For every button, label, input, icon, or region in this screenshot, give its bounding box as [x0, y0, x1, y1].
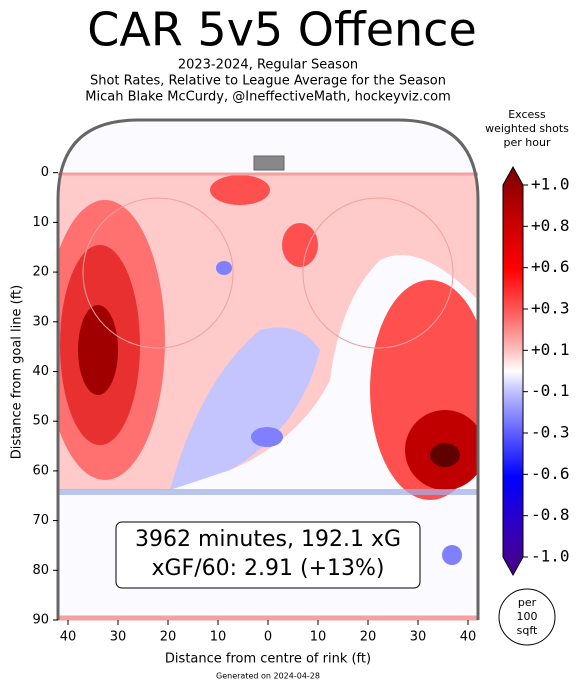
colorbar — [502, 165, 524, 577]
colorbar-tick-label: -0.8 — [531, 505, 570, 524]
annotation: xGF/60: 2.91 (+13%) — [151, 556, 384, 581]
faceoff-circle — [82, 197, 234, 349]
y-tick-label: 30 — [32, 314, 49, 329]
footer: Generated on 2024-04-28 — [216, 672, 320, 681]
chart-title: CAR 5v5 Offence — [87, 3, 477, 57]
annotation: 3962 minutes, 192.1 xG — [135, 527, 401, 552]
x-tick-label: 10 — [310, 630, 327, 645]
subtitle: Shot Rates, Relative to League Average f… — [90, 74, 446, 89]
subtitle: Micah Blake McCurdy, @IneffectiveMath, h… — [85, 90, 451, 105]
x-tick-label: 10 — [210, 630, 227, 645]
colorbar-tick-label: -0.6 — [531, 464, 570, 483]
x-tick-label: 40 — [60, 630, 77, 645]
heatmap — [58, 120, 478, 620]
colorbar-tick-label: -0.3 — [531, 423, 570, 442]
x-tick-label: 40 — [460, 630, 477, 645]
colorbar-tick-label: -1.0 — [531, 547, 570, 566]
colorbar-title: Excess — [508, 108, 546, 121]
x-tick-label: 0 — [264, 630, 272, 645]
annotation-box — [115, 521, 421, 589]
badge — [498, 588, 556, 646]
colorbar-tick-label: +0.8 — [531, 216, 570, 235]
subtitle: 2023-2024, Regular Season — [178, 58, 358, 73]
y-tick-label: 90 — [32, 613, 49, 628]
y-tick-label: 60 — [32, 463, 49, 478]
x-tick-label: 20 — [160, 630, 177, 645]
x-tick-label: 20 — [360, 630, 377, 645]
x-axis-label: Distance from centre of rink (ft) — [165, 652, 371, 667]
colorbar-tick-label: +0.3 — [531, 299, 570, 318]
boards — [56, 118, 480, 620]
colorbar-title: weighted shots — [485, 122, 569, 135]
colorbar-title: per hour — [504, 136, 551, 149]
y-tick-label: 50 — [32, 414, 49, 429]
colorbar-tick-label: +1.0 — [531, 175, 570, 194]
colorbar-tick-label: -0.1 — [531, 381, 570, 400]
faceoff-circle — [302, 197, 454, 349]
y-tick-label: 40 — [32, 364, 49, 379]
y-tick-label: 70 — [32, 513, 49, 528]
y-tick-label: 10 — [32, 215, 49, 230]
x-tick-label: 30 — [410, 630, 427, 645]
colorbar-tick-label: +0.6 — [531, 257, 570, 276]
colorbar-tick-label: +0.1 — [531, 340, 570, 359]
y-tick-label: 80 — [32, 563, 49, 578]
net — [253, 155, 285, 171]
badge-text: 100 — [517, 610, 538, 623]
y-tick-label: 0 — [41, 165, 49, 180]
y-axis-label: Distance from goal line (ft) — [10, 285, 25, 459]
y-tick-label: 20 — [32, 265, 49, 280]
x-tick-label: 30 — [110, 630, 127, 645]
badge-text: per — [518, 596, 537, 609]
badge-text: sqft — [517, 624, 538, 637]
